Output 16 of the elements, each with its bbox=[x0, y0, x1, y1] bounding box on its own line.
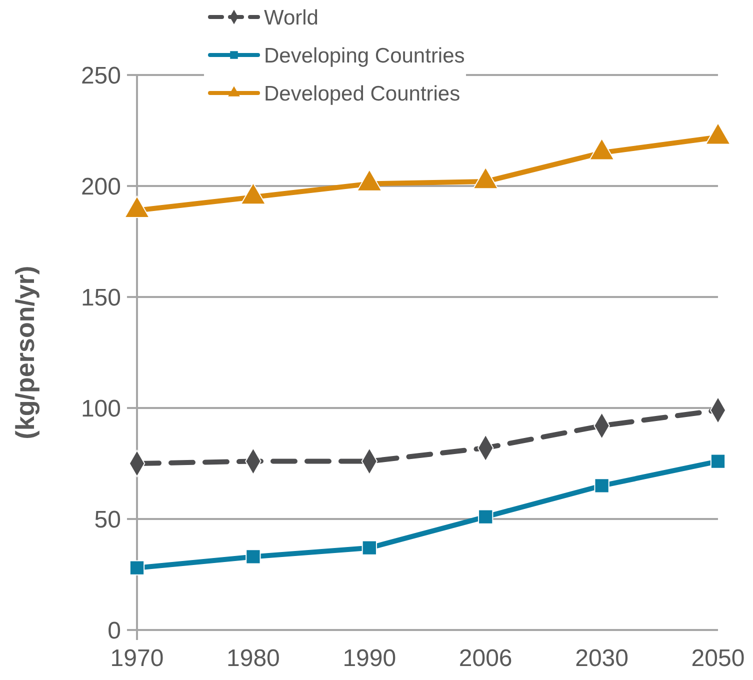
y-tick-label: 200 bbox=[80, 173, 121, 200]
legend-label: Developed Countries bbox=[264, 82, 460, 106]
x-tick-label: 2006 bbox=[458, 645, 512, 672]
legend-label: Developing Countries bbox=[264, 44, 465, 68]
y-axis-title: (kg/person/yr) bbox=[10, 266, 40, 440]
x-tick-label: 1970 bbox=[110, 645, 164, 672]
y-tick-label: 0 bbox=[108, 617, 121, 644]
y-tick-label: 150 bbox=[80, 284, 121, 312]
x-tick-label: 1980 bbox=[226, 645, 280, 672]
y-tick-label: 50 bbox=[94, 506, 121, 534]
y-tick-label: 250 bbox=[80, 62, 121, 90]
y-tick-label: 100 bbox=[80, 395, 121, 422]
x-tick-label: 1990 bbox=[342, 645, 396, 672]
x-tick-label: 2050 bbox=[691, 645, 745, 672]
x-tick-label: 2030 bbox=[575, 645, 628, 672]
legend-label: World bbox=[264, 6, 318, 30]
